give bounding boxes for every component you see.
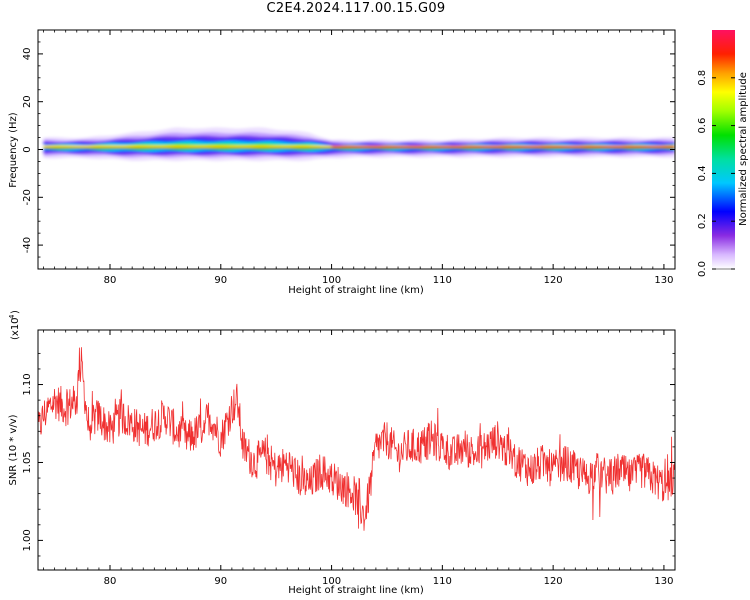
colorbar-tick-label: 0.0 — [697, 261, 708, 277]
snr-xlabel: Height of straight line (km) — [288, 585, 424, 596]
y-tick-label: -40 — [22, 237, 33, 253]
snr-frame — [37, 329, 676, 571]
x-tick-label: 130 — [654, 275, 673, 286]
colorbar: 0.0 0.2 0.4 0.6 0.8 Normalized spectral ampl… — [697, 30, 749, 277]
snr-scale-base: (x10 — [10, 317, 21, 340]
x-tick-label: 80 — [104, 576, 117, 587]
x-tick-label: 120 — [544, 275, 563, 286]
snr-y-tick-label: 1.00 — [22, 529, 33, 551]
snr-series-line — [38, 347, 675, 531]
x-tick-label: 100 — [322, 275, 341, 286]
chart-title: C2E4.2024.117.00.15.G09 — [266, 1, 446, 16]
y-tick-label: 40 — [22, 48, 33, 61]
y-tick-label: -20 — [22, 189, 33, 205]
spectrogram-panel: 80 90 100 110 120 130 -40 -20 0 20 40 Height of s… — [8, 29, 676, 296]
x-tick-label: 130 — [654, 576, 673, 587]
colorbar-tick-label: 0.2 — [697, 213, 708, 229]
y-tick-label: 0 — [22, 146, 33, 152]
snr-scale-label: (x10 4 ) — [8, 310, 21, 340]
x-tick-label: 90 — [214, 576, 227, 587]
colorbar-tick-label: 0.6 — [697, 118, 708, 134]
x-tick-label: 90 — [214, 275, 227, 286]
x-tick-label: 120 — [544, 576, 563, 587]
x-tick-label: 100 — [322, 576, 341, 587]
y-tick-label: 20 — [22, 95, 33, 108]
snr-y-tick-label: 1.05 — [22, 451, 33, 473]
snr-scale-close: ) — [10, 310, 21, 314]
x-tick-label: 80 — [104, 275, 117, 286]
colorbar-tick-label: 0.4 — [697, 165, 708, 181]
spectrogram-xlabel: Height of straight line (km) — [288, 285, 424, 296]
spectrogram-ylabel: Frequency (Hz) — [8, 112, 19, 188]
snr-panel: 80 90 100 110 120 130 1.00 1.05 1.10 Height of … — [8, 310, 676, 596]
colorbar-gradient — [712, 30, 735, 269]
colorbar-label: Normalized spectral amplitude — [738, 72, 749, 226]
x-tick-label: 110 — [433, 275, 452, 286]
snr-y-tick-label: 1.10 — [22, 373, 33, 395]
colorbar-tick-label: 0.8 — [697, 70, 708, 86]
x-tick-label: 110 — [433, 576, 452, 587]
snr-ylabel: SNR (10 * v/v) — [8, 414, 19, 485]
snr-scale-exponent: 4 — [8, 314, 16, 319]
